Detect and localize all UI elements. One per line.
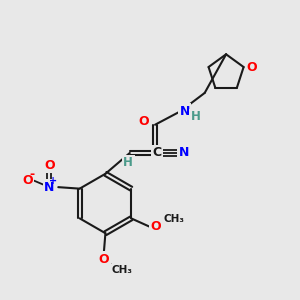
- Text: N: N: [180, 105, 190, 118]
- Text: H: H: [191, 110, 201, 123]
- Text: O: O: [247, 61, 257, 74]
- Text: O: O: [44, 159, 55, 172]
- Text: CH₃: CH₃: [164, 214, 184, 224]
- Text: H: H: [123, 156, 133, 169]
- Text: N: N: [178, 146, 189, 160]
- Text: C: C: [152, 146, 161, 160]
- Text: -: -: [29, 168, 34, 181]
- Text: CH₃: CH₃: [112, 265, 133, 275]
- Text: +: +: [50, 176, 58, 186]
- Text: O: O: [138, 115, 149, 128]
- Text: O: O: [99, 253, 109, 266]
- Text: N: N: [44, 181, 55, 194]
- Text: O: O: [22, 174, 33, 187]
- Text: O: O: [151, 220, 161, 233]
